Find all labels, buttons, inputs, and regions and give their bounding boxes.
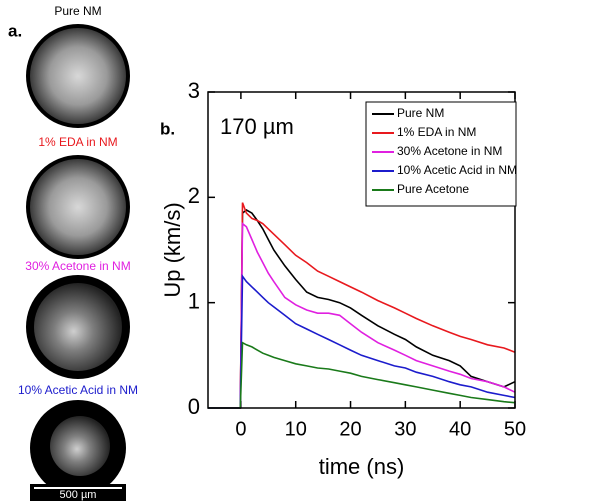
x-tick-label: 0 bbox=[235, 418, 246, 440]
y-tick-label: 3 bbox=[188, 78, 200, 103]
image-caption: Pure NM bbox=[54, 4, 101, 18]
x-tick-label: 10 bbox=[285, 418, 307, 440]
panel-label: a. bbox=[8, 21, 22, 40]
legend-label: Pure NM bbox=[397, 106, 444, 120]
legend-label: 10% Acetic Acid in NM bbox=[397, 163, 517, 177]
legend-label: 30% Acetone in NM bbox=[397, 144, 502, 158]
series-line bbox=[208, 341, 516, 409]
image bbox=[34, 283, 122, 371]
image bbox=[50, 416, 110, 476]
x-axis-label: time (ns) bbox=[319, 454, 405, 479]
scale-bar-label: 500 µm bbox=[60, 489, 97, 501]
series-line bbox=[208, 209, 516, 409]
image bbox=[30, 28, 126, 124]
series-line bbox=[208, 222, 516, 409]
annotation: 170 µm bbox=[220, 114, 294, 139]
legend-box bbox=[365, 101, 517, 207]
series-line bbox=[208, 273, 516, 409]
y-tick-label: 1 bbox=[188, 288, 200, 313]
image bbox=[30, 159, 126, 255]
x-tick-label: 40 bbox=[449, 418, 471, 440]
y-tick-label: 2 bbox=[188, 183, 200, 208]
plot-frame bbox=[207, 91, 516, 409]
panel-label: b. bbox=[160, 119, 175, 138]
image-caption: 10% Acetic Acid in NM bbox=[18, 383, 138, 397]
x-tick-label: 20 bbox=[339, 418, 361, 440]
panel-a bbox=[26, 24, 130, 501]
series-line bbox=[208, 202, 516, 409]
legend-label: Pure Acetone bbox=[397, 182, 469, 196]
y-axis-label: Up (km/s) bbox=[160, 202, 185, 297]
x-tick-label: 30 bbox=[394, 418, 416, 440]
image-caption: 30% Acetone in NM bbox=[25, 259, 130, 273]
legend-label: 1% EDA in NM bbox=[397, 125, 476, 139]
y-tick-label: 0 bbox=[188, 394, 200, 419]
image-caption: 1% EDA in NM bbox=[38, 135, 117, 149]
x-tick-label: 50 bbox=[504, 418, 526, 440]
